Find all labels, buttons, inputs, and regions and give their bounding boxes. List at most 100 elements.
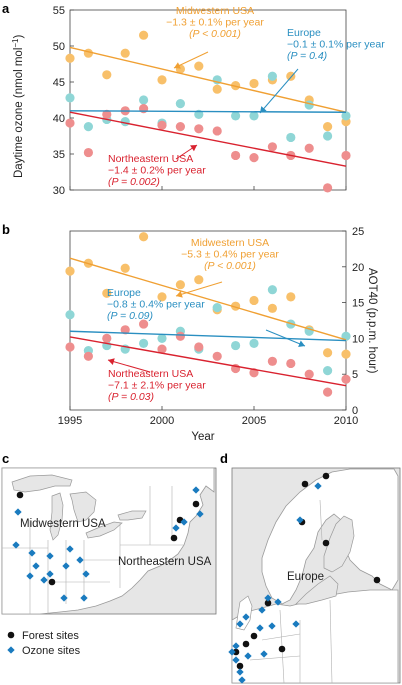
midwest-point xyxy=(175,280,185,290)
midwest-annotation-line: (P < 0.001) xyxy=(204,260,256,272)
europe-point xyxy=(341,111,351,121)
northeast-trend-line xyxy=(69,336,347,387)
northeast-point xyxy=(102,109,112,119)
midwest-point xyxy=(341,349,351,359)
midwest-point xyxy=(120,263,130,273)
forest-site-marker xyxy=(264,599,272,607)
midwest-point xyxy=(323,122,333,132)
forest-site-marker xyxy=(232,648,240,656)
northeast-point xyxy=(267,356,277,366)
legend-ozone-label: Ozone sites xyxy=(22,645,81,657)
x-tick-label: 2000 xyxy=(150,415,174,427)
northeast-arrow-shaft xyxy=(107,359,151,373)
midwest-point xyxy=(102,70,112,80)
europe-point xyxy=(231,340,241,351)
northeast-annotation-line: (P = 0.03) xyxy=(108,391,154,403)
legend-ozone-marker xyxy=(7,646,15,654)
midwest-point xyxy=(139,232,149,242)
midwest-annotation: Midwestern USA −1.3 ± 0.1% per year (P < 0… xyxy=(166,5,264,40)
midwest-annotation-line: −5.3 ± 0.4% per year xyxy=(181,249,279,261)
forest-site-marker xyxy=(322,472,330,480)
midwest-point xyxy=(65,53,75,63)
europe-arrow-head xyxy=(298,340,305,347)
midwest-point xyxy=(139,30,149,40)
europe-annotation-line: −0.8 ± 0.4% per year xyxy=(107,299,205,311)
europe-point xyxy=(120,117,130,127)
panel-b-chart: AOT40 (p.p.m. hour) Year 0 5 10 15 20 25 1995 2… xyxy=(58,226,378,443)
baltic-sea xyxy=(295,575,339,605)
northeast-trend-line xyxy=(69,111,347,167)
northeast-point xyxy=(157,120,167,130)
y-tick-label: 25 xyxy=(352,226,364,238)
country-borders xyxy=(249,499,333,684)
northeast-point xyxy=(304,143,314,153)
legend-forest-label: Forest sites xyxy=(22,630,79,642)
midwest-annotation-line: (P < 0.001) xyxy=(189,28,241,40)
midwest-annotation-line: Midwestern USA xyxy=(191,237,269,249)
midwest-point xyxy=(212,84,222,94)
panel-b-plot-frame xyxy=(69,230,347,411)
northeast-annotation-line: −1.4 ± 0.2% per year xyxy=(108,165,206,177)
panel-letter-a: a xyxy=(2,1,10,16)
panel-a-y-label: Daytime ozone (nmol mol−1) xyxy=(11,34,25,178)
forest-site-marker xyxy=(192,500,200,508)
map-label-northeast: Northeastern USA xyxy=(118,556,212,568)
europe-annotation-line: Europe xyxy=(107,287,141,299)
midwest-point xyxy=(249,295,259,306)
midwest-arrow-head xyxy=(174,62,181,69)
forest-site-marker xyxy=(16,491,24,499)
gulf-of-bothnia xyxy=(323,515,355,573)
northeast-point xyxy=(175,331,185,341)
forest-site-marker xyxy=(242,640,250,648)
northeast-point xyxy=(65,118,75,128)
midwest-point xyxy=(194,61,204,71)
europe-annotation: Europe −0.1 ± 0.1% per year (P = 0.4) xyxy=(287,27,385,62)
midwest-trend-line xyxy=(69,257,347,341)
lake-huron xyxy=(69,491,97,523)
midwest-point xyxy=(102,288,112,298)
midwest-annotation-line: −1.3 ± 0.1% per year xyxy=(166,17,264,29)
forest-site-marker xyxy=(236,662,244,670)
northeast-point xyxy=(341,374,351,384)
northeast-point xyxy=(65,342,75,352)
northeast-point xyxy=(102,333,112,343)
midwest-point xyxy=(267,303,277,313)
lake-ontario xyxy=(117,510,147,521)
midwest-point xyxy=(157,75,167,85)
northeast-point xyxy=(249,153,259,163)
europe-point xyxy=(65,93,75,103)
midwest-point xyxy=(65,266,75,276)
midwest-point xyxy=(231,81,241,91)
northeast-point xyxy=(83,147,93,158)
panel-b-y-label: AOT40 (p.p.m. hour) xyxy=(366,268,378,374)
northeast-point xyxy=(194,124,204,134)
europe-point xyxy=(231,111,241,121)
europe-point xyxy=(139,95,149,105)
panel-letter-d: d xyxy=(220,451,228,466)
map-usa: Midwestern USA Northeastern USA xyxy=(1,467,217,615)
europe-forest-sites xyxy=(232,472,381,670)
forest-site-marker xyxy=(301,480,309,488)
europe-point xyxy=(175,99,185,109)
northeast-point xyxy=(175,122,185,132)
y-tick-label: 10 xyxy=(352,333,364,345)
europe-annotation: Europe −0.8 ± 0.4% per year (P = 0.09) xyxy=(107,287,205,322)
northeast-point xyxy=(323,387,333,397)
map-label-midwest: Midwestern USA xyxy=(20,518,106,530)
y-tick-label: 40 xyxy=(53,113,65,125)
panel-a-chart: Daytime ozone (nmol mol−1) 30 35 40 45 50 55 M… xyxy=(11,5,385,197)
europe-point xyxy=(286,132,296,143)
northeast-point xyxy=(157,344,167,354)
europe-point xyxy=(249,338,259,349)
y-tick-label: 5 xyxy=(352,369,358,381)
europe-point xyxy=(267,285,277,295)
panel-b-x-label: Year xyxy=(191,431,214,443)
scandinavia-land xyxy=(261,468,399,605)
midwest-point xyxy=(120,48,130,58)
europe-point xyxy=(323,131,333,141)
y-tick-label: 0 xyxy=(352,405,358,417)
x-tick-label: 1995 xyxy=(58,415,82,427)
northeast-point xyxy=(212,126,222,136)
northeast-point xyxy=(83,351,93,361)
